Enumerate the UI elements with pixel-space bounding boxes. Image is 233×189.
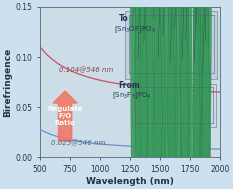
Polygon shape — [182, 0, 190, 189]
Polygon shape — [194, 0, 202, 189]
Polygon shape — [135, 0, 143, 189]
Text: $[\mathregular{Sn_3OF}]\mathregular{PO_4}$: $[\mathregular{Sn_3OF}]\mathregular{PO_4… — [114, 25, 156, 35]
Polygon shape — [158, 0, 166, 189]
Polygon shape — [193, 0, 201, 189]
Polygon shape — [179, 0, 188, 189]
Text: $[\mathregular{Sn_3F_3}]\mathregular{PO_4}$: $[\mathregular{Sn_3F_3}]\mathregular{PO_… — [112, 91, 152, 101]
Polygon shape — [184, 0, 193, 189]
Polygon shape — [157, 0, 165, 189]
Polygon shape — [202, 0, 212, 189]
Polygon shape — [140, 0, 148, 189]
Text: To: To — [118, 15, 128, 23]
Polygon shape — [150, 0, 160, 189]
Polygon shape — [168, 0, 177, 189]
Text: From: From — [118, 81, 140, 90]
Polygon shape — [202, 0, 210, 189]
Text: 0.025@546 nm: 0.025@546 nm — [51, 140, 105, 146]
Polygon shape — [135, 0, 144, 189]
FancyBboxPatch shape — [125, 11, 217, 79]
Polygon shape — [168, 0, 175, 189]
Text: Regulate
F/O
Ratio: Regulate F/O Ratio — [47, 106, 83, 126]
Polygon shape — [161, 0, 170, 189]
X-axis label: Wavelength (nm): Wavelength (nm) — [86, 177, 174, 186]
Polygon shape — [142, 0, 151, 189]
FancyArrow shape — [53, 91, 77, 141]
Polygon shape — [193, 0, 204, 189]
FancyBboxPatch shape — [132, 84, 216, 127]
Polygon shape — [181, 0, 188, 189]
Polygon shape — [146, 0, 154, 189]
Polygon shape — [193, 0, 200, 189]
Polygon shape — [200, 0, 209, 189]
Polygon shape — [171, 0, 182, 189]
Text: 0.104@546 nm: 0.104@546 nm — [59, 67, 113, 73]
Polygon shape — [170, 0, 178, 189]
Y-axis label: Birefringence: Birefringence — [3, 47, 13, 117]
Polygon shape — [129, 0, 141, 189]
Polygon shape — [154, 0, 162, 189]
